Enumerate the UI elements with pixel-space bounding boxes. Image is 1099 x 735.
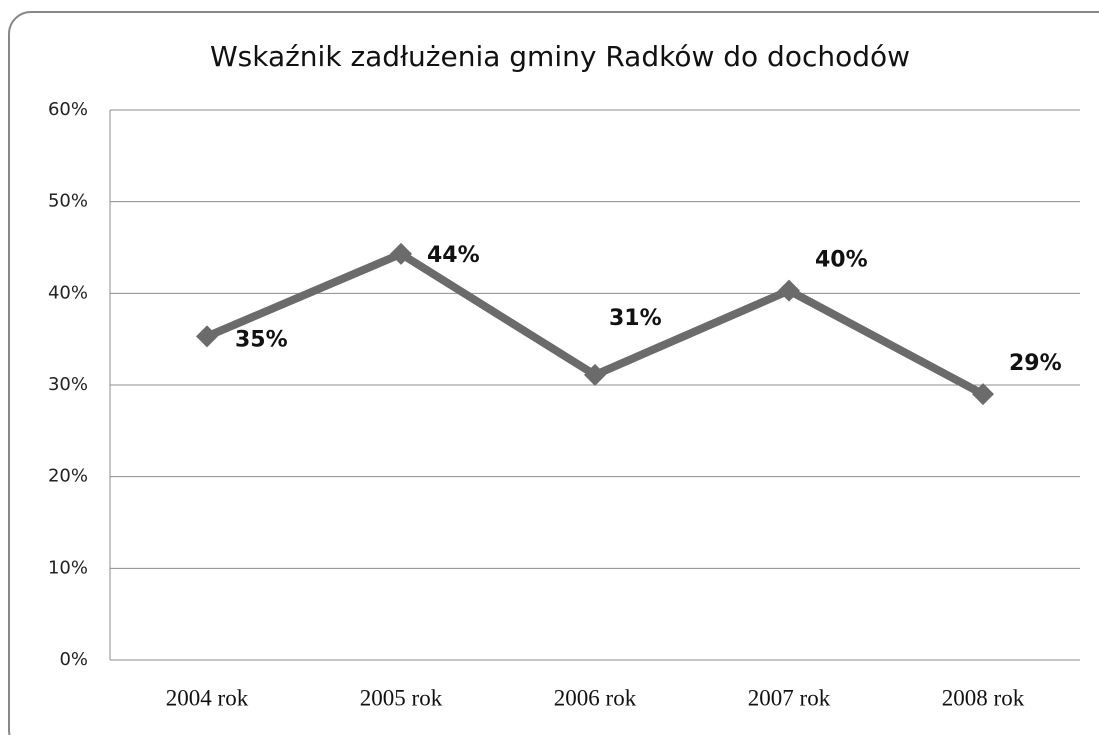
y-tick-label: 30% (48, 374, 88, 395)
x-tick-label: 2004 rok (166, 685, 249, 710)
data-label: 44% (427, 243, 480, 268)
x-tick-label: 2008 rok (942, 685, 1025, 710)
x-tick-label: 2005 rok (360, 685, 443, 710)
data-label: 31% (609, 306, 662, 331)
data-label: 40% (815, 248, 868, 273)
data-label: 35% (235, 327, 288, 352)
chart-title: Wskaźnik zadłużenia gminy Radków do doch… (210, 40, 910, 73)
y-tick-label: 60% (48, 99, 88, 120)
x-tick-label: 2006 rok (554, 685, 637, 710)
y-tick-label: 50% (48, 191, 88, 212)
point-marker (584, 363, 606, 386)
point-marker (196, 325, 218, 348)
data-label: 29% (1009, 351, 1062, 376)
point-marker (778, 279, 800, 302)
chart-frame (8, 11, 1099, 735)
x-tick-label: 2007 rok (748, 685, 831, 710)
y-tick-label: 40% (48, 282, 88, 303)
y-tick-label: 10% (48, 557, 88, 578)
point-marker (972, 383, 994, 406)
point-marker (390, 242, 412, 265)
y-tick-label: 0% (59, 649, 88, 670)
y-tick-label: 20% (48, 466, 88, 487)
